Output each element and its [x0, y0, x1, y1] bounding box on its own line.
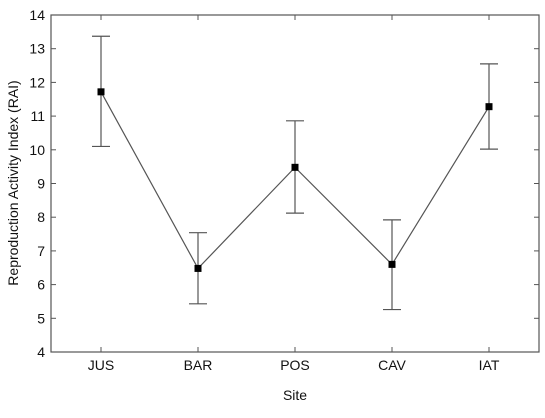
data-point-marker [97, 88, 105, 96]
y-tick-label: 7 [37, 243, 45, 259]
data-point-marker [291, 163, 299, 171]
x-tick-label: BAR [184, 357, 213, 373]
y-tick-label: 5 [37, 310, 45, 326]
y-tick-label: 11 [30, 108, 45, 124]
x-tick-label: CAV [378, 357, 406, 373]
y-tick-label: 9 [37, 176, 45, 192]
y-axis-ticks: 4 5 6 7 8 9 10 11 12 13 14 [29, 7, 539, 360]
y-tick-label: 13 [29, 41, 45, 57]
x-tick-label: JUS [88, 357, 114, 373]
y-tick-label: 6 [37, 277, 45, 293]
data-markers [97, 88, 493, 272]
x-axis-label: Site [283, 387, 307, 403]
y-axis-label: Reproduction Activity Index (RAI) [5, 80, 21, 285]
y-tick-label: 14 [29, 7, 45, 23]
error-bars [92, 35, 498, 311]
data-point-marker [485, 103, 493, 111]
x-tick-label: IAT [479, 357, 500, 373]
x-axis-ticks: JUS BAR POS CAV IAT [88, 15, 500, 373]
x-tick-label: POS [280, 357, 310, 373]
data-point-marker [388, 260, 396, 268]
data-point-marker [194, 264, 202, 272]
y-tick-label: 4 [37, 344, 45, 360]
y-tick-label: 10 [29, 142, 45, 158]
y-tick-label: 12 [29, 74, 45, 90]
y-tick-label: 8 [37, 209, 45, 225]
